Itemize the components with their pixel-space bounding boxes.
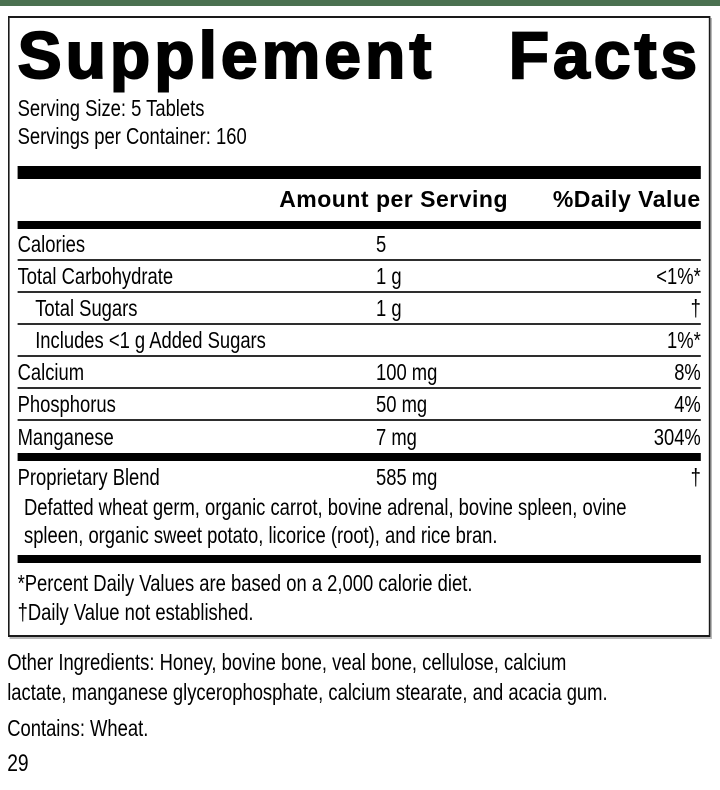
nutrient-name: Manganese [17,423,114,450]
nutrient-name: Total Carbohydrate [17,262,174,289]
below-label-text: Other Ingredients: Honey, bovine bone, v… [7,647,710,777]
table-row-phosphorus: Phosphorus 50 mg 4% [17,389,701,421]
nutrient-name: Calories [17,230,86,257]
nutrient-amount: 7 mg [376,423,417,450]
nutrient-name: Includes <1 g Added Sugars [35,326,266,353]
serving-size: Serving Size: 5 Tablets [17,95,205,121]
nutrient-amount: 1 g [376,294,402,321]
servings-per-container: Servings per Container: 160 [17,123,247,149]
nutrient-daily-value: <1%* [656,262,701,289]
table-row-total-carbohydrate: Total Carbohydrate 1 g <1%* [17,261,701,293]
nutrient-name: Calcium [17,358,85,385]
divider-thick-top [17,166,701,179]
table-row-calories: Calories 5 [17,229,701,261]
nutrient-amount: 585 mg [376,463,438,490]
nutrient-daily-value: 4% [674,390,701,417]
panel-title: Supplement Facts [17,17,701,93]
serving-info: Serving Size: 5 Tablets Servings per Con… [18,94,701,150]
table-row-added-sugars: Includes <1 g Added Sugars 1%* [17,325,701,357]
title-word-supplement: Supplement [17,17,436,93]
supplement-facts-panel: Supplement Facts Serving Size: 5 Tablets… [8,16,711,637]
divider-above-footnotes [17,555,701,563]
nutrient-daily-value: † [690,294,701,321]
table-row-total-sugars: Total Sugars 1 g † [17,293,701,325]
nutrient-name: Proprietary Blend [17,463,160,490]
table-row-calcium: Calcium 100 mg 8% [17,357,701,389]
column-header-daily-value: %Daily Value [552,186,701,212]
contains-statement: Contains: Wheat. [7,715,149,741]
column-header-amount: Amount per Serving [279,186,509,212]
table-row-proprietary-blend: Proprietary Blend 585 mg † [18,461,701,493]
footnote-percent-daily-value: *Percent Daily Values are based on a 2,0… [17,570,473,596]
nutrient-daily-value: 8% [674,358,701,385]
page-number: 29 [7,750,29,777]
footnote-daily-value-not-established: †Daily Value not established. [17,599,254,625]
other-ingredients: Other Ingredients: Honey, bovine bone, v… [7,649,608,705]
nutrient-daily-value: 1%* [667,326,701,353]
footnotes: *Percent Daily Values are based on a 2,0… [18,563,701,635]
nutrient-daily-value: † [690,463,701,490]
nutrient-amount: 5 [376,230,387,257]
divider-above-proprietary-blend [17,453,701,461]
nutrient-name: Phosphorus [17,390,116,417]
divider-below-header [17,221,701,229]
nutrient-amount: 50 mg [376,390,428,417]
nutrient-amount: 1 g [376,262,402,289]
top-green-bar [0,0,720,6]
table-header: Amount per Serving %Daily Value [18,179,701,221]
nutrient-daily-value: 304% [653,423,701,450]
proprietary-blend-description: Defatted wheat germ, organic carrot, bov… [24,494,627,548]
nutrient-amount: 100 mg [376,358,438,385]
table-row-manganese: Manganese 7 mg 304% [18,421,701,453]
title-word-facts: Facts [507,17,701,93]
page-content: Supplement Facts Serving Size: 5 Tablets… [0,16,720,777]
nutrient-name: Total Sugars [35,294,138,321]
